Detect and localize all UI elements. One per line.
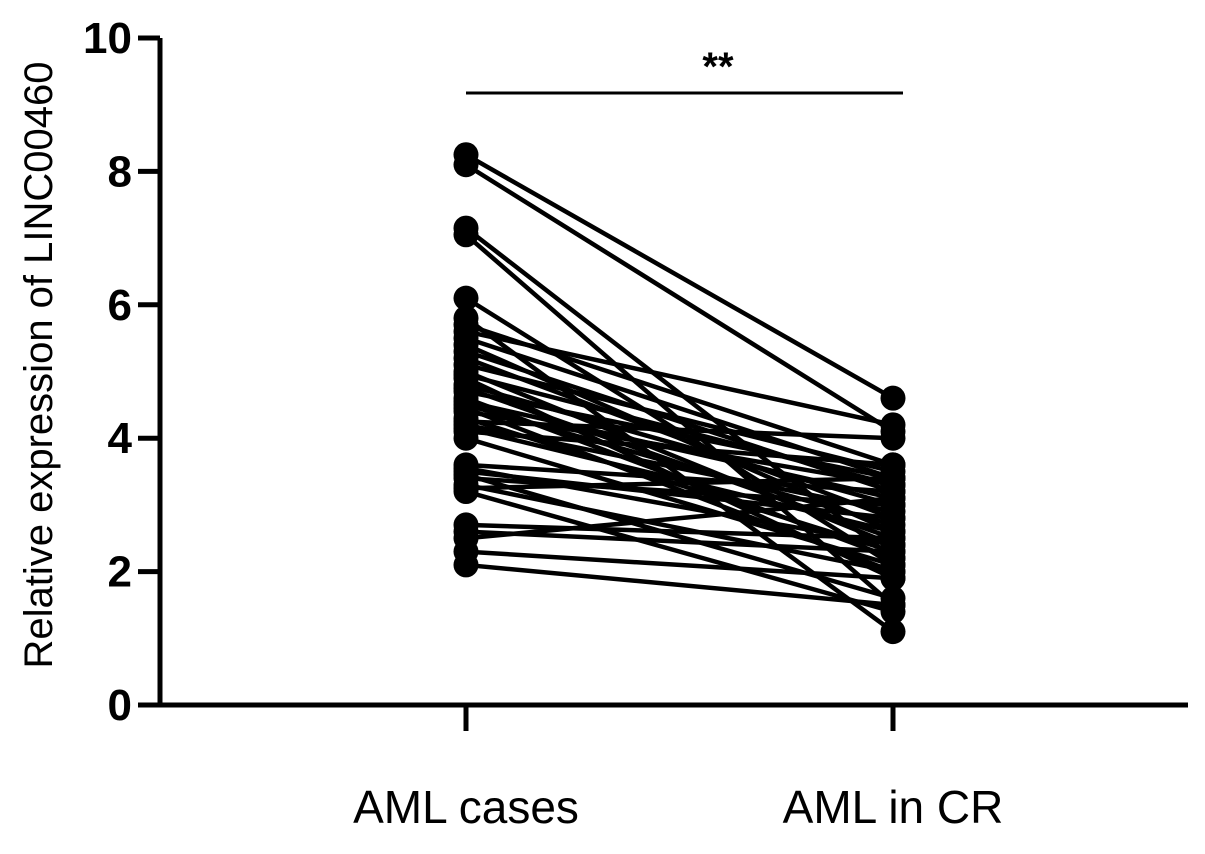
aml-cases-point (453, 425, 479, 451)
y-tick-label: 6 (108, 281, 132, 330)
pair-line (465, 489, 894, 614)
axes (138, 35, 1188, 731)
pair-line (465, 549, 894, 581)
pair-line (465, 482, 894, 574)
x-category-label: AML cases (353, 781, 579, 833)
aml-cases-point (453, 152, 479, 178)
y-tick-label: 4 (108, 414, 133, 463)
aml-in-cr-point (880, 539, 906, 565)
pair-line (465, 472, 894, 601)
y-tick-labels: 0 2 4 6 8 10 (83, 14, 132, 730)
pair-line (465, 462, 894, 494)
pair-line (465, 562, 894, 608)
aml-in-cr-point (880, 425, 906, 451)
y-tick-label: 0 (108, 681, 132, 730)
aml-in-cr-point (880, 385, 906, 411)
pair-line (465, 529, 894, 554)
data-points (453, 142, 906, 645)
y-tick-label: 2 (108, 548, 132, 597)
aml-cases-point (453, 222, 479, 248)
aml-in-cr-point (880, 485, 906, 511)
pair-line (464, 152, 895, 401)
aml-in-cr-point (880, 619, 906, 645)
pair-line (465, 475, 894, 508)
pair-line (465, 522, 894, 541)
x-category-label: AML in CR (783, 781, 1004, 833)
category-labels: AML cases AML in CR (353, 781, 1003, 833)
y-tick-label: 10 (83, 14, 132, 63)
y-axis-title: Relative expression of LINC00460 (17, 61, 61, 668)
aml-in-cr-point (880, 465, 906, 491)
significance-label: ** (702, 45, 734, 89)
pair-line (465, 436, 894, 568)
pair-line (465, 495, 894, 541)
aml-in-cr-point (880, 565, 906, 591)
y-tick-label: 8 (108, 147, 132, 196)
pair-line (464, 162, 895, 434)
pair-lines (464, 152, 895, 634)
aml-in-cr-point (880, 592, 906, 618)
pair-line (465, 329, 894, 428)
pair-line (465, 429, 894, 468)
aml-cases-point (453, 479, 479, 505)
pair-line (465, 475, 894, 491)
pair-line (465, 419, 894, 441)
pair-line (465, 389, 894, 481)
pair-line (465, 362, 894, 474)
pair-line (465, 469, 894, 521)
aml-cases-point (453, 285, 479, 311)
aml-cases-point (453, 552, 479, 578)
